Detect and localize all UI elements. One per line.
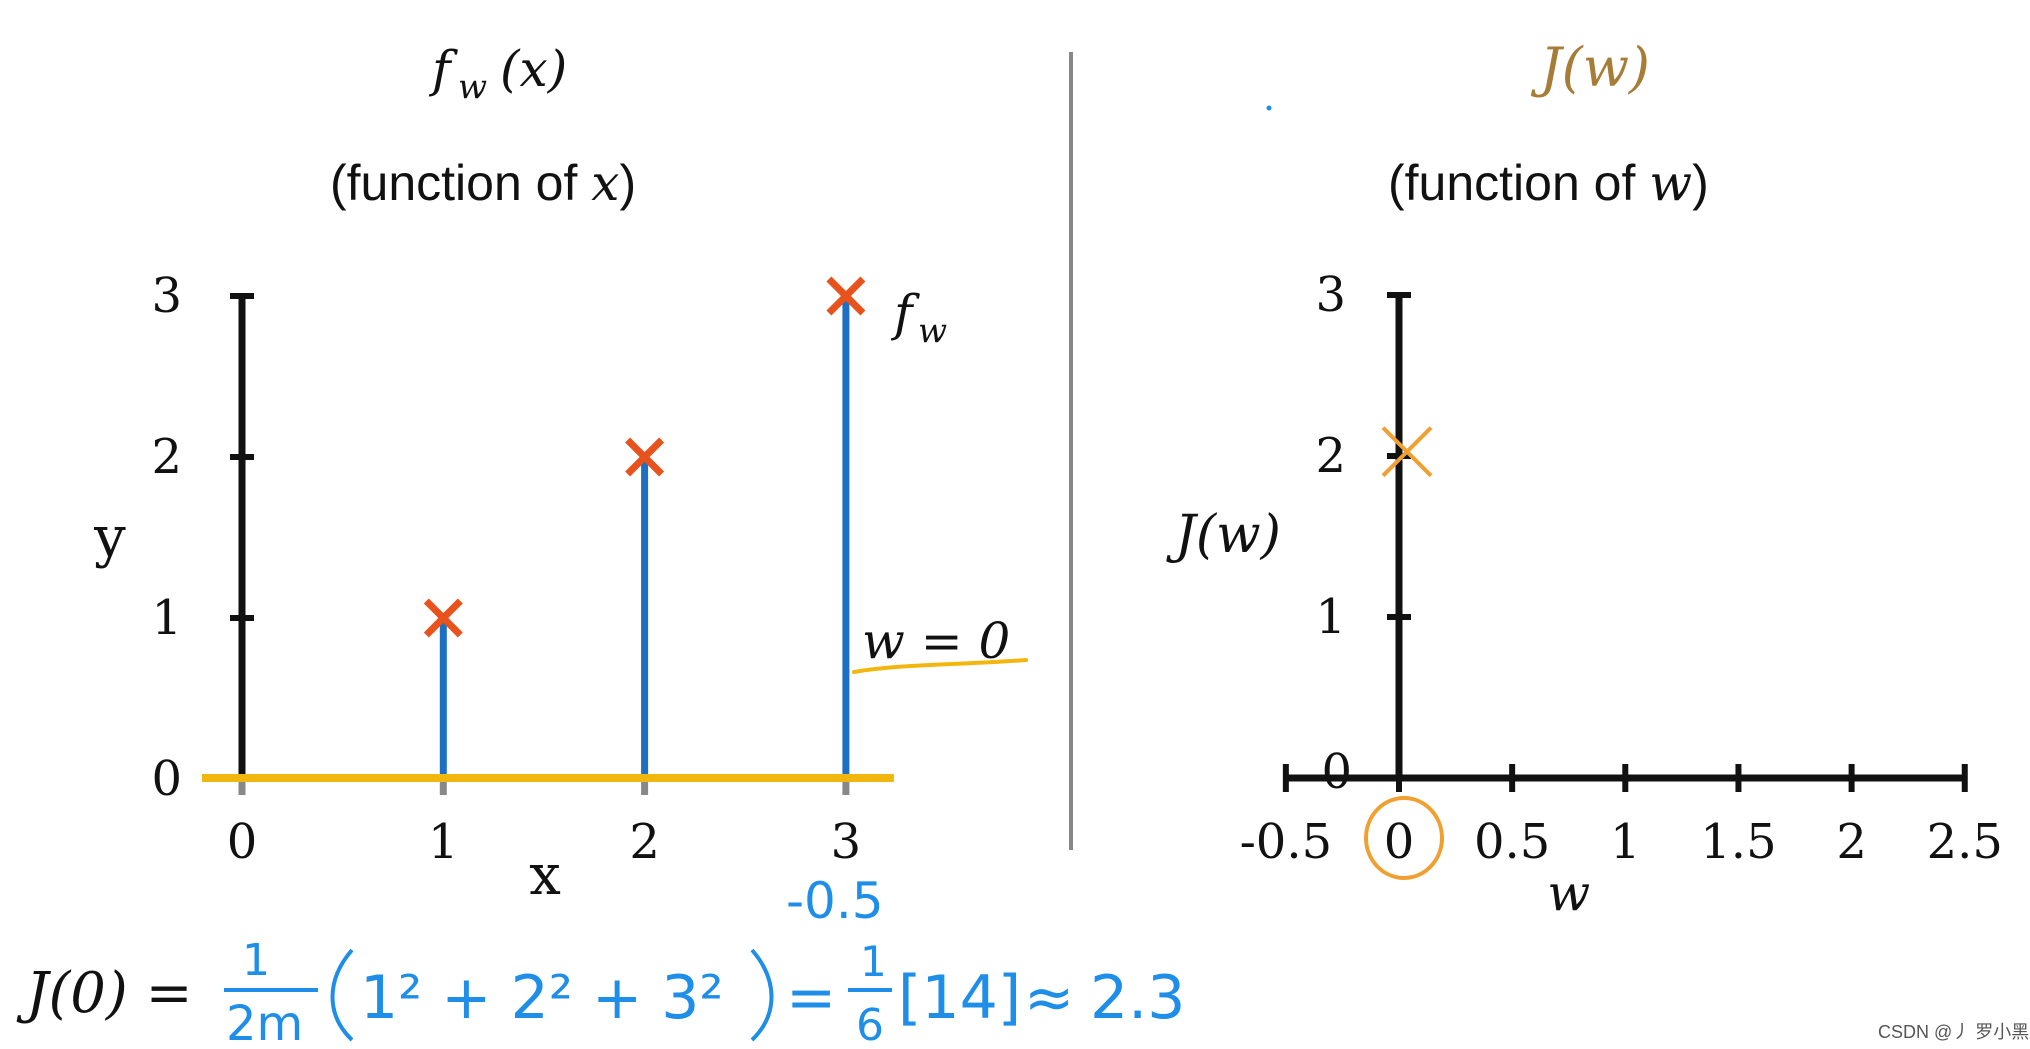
right-y-axis-label: J(w) [1166,505,1281,565]
approx-sign: ≈ [1024,963,1074,1033]
left-subtitle-prefix: (function of [330,155,591,211]
left-x-axis-label: x [529,843,561,908]
left-title-subscript: w [458,67,487,107]
left-y-tick-label: 0 [151,751,182,807]
cost-formula: J(0) = 1 2m 1² + 2² + 3² = 1 6 [14] ≈ 2.… [16,935,1185,1049]
right-x-axis-label: w [1547,864,1590,922]
right-y-tick-label: 3 [1315,267,1346,323]
formula-equals: = [786,963,836,1033]
right-y-tick-label: 1 [1315,589,1346,645]
zero-circle-annotation [1364,796,1444,880]
cost-point-cross-stroke-b [1381,426,1433,478]
w-underline [852,658,1028,674]
fw-label-f: f [890,284,920,342]
right-chart: -0.5 0 0.5 1 1.5 2 2.5 0 1 2 3 w J(w) [1166,267,2003,922]
left-chart: 0 1 2 3 0 1 2 3 x y [93,268,894,908]
left-y-tick-label: 3 [151,268,182,324]
left-title: f w (x) [428,40,567,107]
formula-lhs: J(0) = [16,961,193,1026]
left-title-arg: (x) [500,40,567,98]
cost-point-cross [1381,426,1433,478]
left-x-tick-label: 1 [428,814,459,870]
left-x-tick-label: 3 [831,814,862,870]
data-point-cross-stroke-b [625,437,665,477]
right-x-tick-label: 2.5 [1927,814,2003,870]
sum-terms: 1² + 2² + 3² [360,963,724,1033]
left-paren [330,948,354,1042]
right-x-tick-label: 0.5 [1474,814,1550,870]
left-subtitle-var: x [591,154,619,212]
stray-dot [1266,105,1272,111]
fw-series-label: f w [890,284,947,351]
right-x-tick-label: 1 [1610,814,1641,870]
data-point-cross-stroke-b [826,276,866,316]
w-equals-zero-label: w = 0 [862,612,1010,670]
left-y-axis-label: y [93,505,126,570]
left-x-tick-label: 0 [227,814,258,870]
left-subtitle-suffix: ) [619,155,636,211]
left-x-tick-label: 2 [629,814,660,870]
data-point-cross [625,437,665,477]
handwritten-minus-half: -0.5 [786,872,884,930]
right-title: J(w) [1530,36,1650,99]
left-y-tick-label: 2 [151,429,182,485]
right-subtitle-var: w [1649,154,1692,212]
right-subtitle-suffix: ) [1692,155,1709,211]
right-subtitle: (function of w) [1388,154,1709,212]
right-paren [750,948,774,1042]
watermark: CSDN @丿 罗小黑 [1878,1022,2029,1042]
right-x-tick-label: -0.5 [1240,814,1333,870]
data-point-cross [423,598,463,638]
bracket-value: [14] [898,963,1021,1033]
data-point-cross [826,276,866,316]
data-point-cross-stroke-b [423,598,463,638]
right-x-tick-label: 0 [1384,814,1415,870]
left-subtitle: (function of x) [330,154,636,212]
right-x-tick-label: 1.5 [1700,814,1776,870]
fraction2-numerator: 1 [860,937,887,986]
fraction2-denominator: 6 [856,1000,884,1049]
fraction1-denominator: 2m [226,996,303,1049]
left-title-f: f [428,40,458,98]
right-y-tick-label: 2 [1315,428,1346,484]
right-y-tick-label: 0 [1321,744,1352,800]
fw-label-subscript: w [918,311,947,351]
fraction1-numerator: 1 [242,935,270,986]
right-x-tick-label: 2 [1836,814,1867,870]
right-subtitle-prefix: (function of [1388,155,1649,211]
left-y-tick-label: 1 [151,590,182,646]
formula-result: 2.3 [1090,963,1185,1033]
